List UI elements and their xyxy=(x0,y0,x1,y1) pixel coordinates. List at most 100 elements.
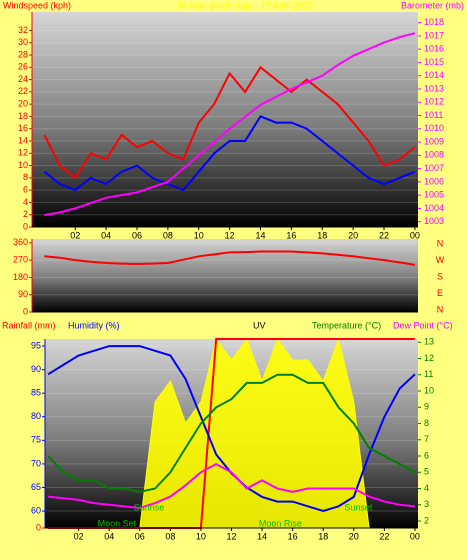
compass-label: N xyxy=(437,238,444,248)
axis-label: Humidity (%) xyxy=(68,320,120,330)
y2-axis-label: Barometer (mb) xyxy=(401,0,464,10)
y-tick-label: 2 xyxy=(23,209,28,219)
axis-label: Rainfall (mm) xyxy=(2,320,56,330)
y-tick-label: 24 xyxy=(18,74,28,84)
y-tick-label: 16 xyxy=(18,123,28,133)
y-tick-label: 8 xyxy=(23,172,28,182)
y-tick-label: 30 xyxy=(18,37,28,47)
y-tick-label: 0 xyxy=(23,306,28,316)
y2-tick-label: 12 xyxy=(424,353,434,363)
x-tick-label: 18 xyxy=(317,230,327,240)
series-line xyxy=(43,115,416,192)
y2-tick-label: 11 xyxy=(424,369,433,379)
x-tick-label: 04 xyxy=(104,531,114,541)
y2-tick-label: 1013 xyxy=(424,83,444,93)
x-tick-label: 22 xyxy=(379,230,389,240)
y-tick-label: 90 xyxy=(31,364,41,374)
y4-tick-label: 0 xyxy=(36,522,41,532)
x-tick-label: 02 xyxy=(74,531,84,541)
y2-tick-label: 1012 xyxy=(424,97,444,107)
x-tick-label: 12 xyxy=(225,230,235,240)
x-tick-label: 20 xyxy=(348,230,358,240)
y-tick-label: 0 xyxy=(23,221,28,231)
x-tick-label: 00 xyxy=(410,531,420,541)
y2-tick-label: 1009 xyxy=(424,136,444,146)
y-tick-label: 360 xyxy=(13,237,28,247)
y2-tick-label: 7 xyxy=(424,434,429,444)
y-tick-label: 90 xyxy=(18,289,28,299)
y-tick-label: 4 xyxy=(23,197,28,207)
x-tick-label: 04 xyxy=(101,230,111,240)
y2-tick-label: 8 xyxy=(424,418,429,428)
series-line xyxy=(44,32,416,217)
plot-area xyxy=(32,12,418,227)
compass-label: S xyxy=(437,271,443,281)
y2-tick-label: 5 xyxy=(424,467,429,477)
y2-tick-label: 6 xyxy=(424,450,429,460)
x-tick-label: 10 xyxy=(194,230,204,240)
axis-label: Temperature (°C) xyxy=(312,320,381,330)
chart-title: 24 hour graph data - 17 April 2016 xyxy=(177,0,314,10)
y2-tick-label: 1018 xyxy=(424,17,444,27)
x-tick-label: 02 xyxy=(70,230,80,240)
y2-tick-label: 1004 xyxy=(424,203,444,213)
compass-label: N xyxy=(437,304,444,314)
x-tick-label: 00 xyxy=(410,230,420,240)
x-tick-label: 20 xyxy=(349,531,359,541)
y-tick-label: 95 xyxy=(31,340,41,350)
plot-area xyxy=(32,239,418,312)
y-tick-label: 32 xyxy=(18,25,28,35)
axis-label: Dew Point (°C) xyxy=(393,320,453,330)
y-tick-label: 18 xyxy=(18,111,28,121)
y-tick-label: 85 xyxy=(31,388,41,398)
x-tick-label: 06 xyxy=(132,230,142,240)
y2-tick-label: 1007 xyxy=(424,163,444,173)
series-line xyxy=(44,250,416,266)
compass-label: W xyxy=(436,255,445,265)
y-tick-label: 14 xyxy=(18,135,28,145)
y2-tick-label: 13 xyxy=(424,337,434,347)
y-tick-label: 28 xyxy=(18,49,28,59)
y-tick-label: 70 xyxy=(31,458,41,468)
y2-tick-label: 1017 xyxy=(424,30,444,40)
x-tick-label: 16 xyxy=(288,531,298,541)
annotation: Moon Set xyxy=(98,518,137,528)
y-tick-label: 180 xyxy=(13,272,28,282)
x-tick-label: 16 xyxy=(286,230,296,240)
annotation: Sunrise xyxy=(134,502,165,512)
x-tick-label: 12 xyxy=(226,531,236,541)
x-tick-label: 18 xyxy=(318,531,328,541)
y2-tick-label: 3 xyxy=(424,499,429,509)
series-line xyxy=(47,462,416,510)
annotation: Sunset xyxy=(344,502,373,512)
y2-tick-label: 1010 xyxy=(424,123,444,133)
x-tick-label: 14 xyxy=(256,230,266,240)
y-tick-label: 75 xyxy=(31,435,41,445)
y-tick-label: 22 xyxy=(18,86,28,96)
x-tick-label: 22 xyxy=(379,531,389,541)
axis-label: UV xyxy=(253,320,266,330)
y2-tick-label: 1011 xyxy=(424,110,443,120)
compass-label: E xyxy=(437,288,443,298)
y2-tick-label: 1016 xyxy=(424,44,444,54)
x-tick-label: 08 xyxy=(163,230,173,240)
y-tick-label: 80 xyxy=(31,411,41,421)
x-tick-label: 08 xyxy=(165,531,175,541)
y-tick-label: 6 xyxy=(23,185,28,195)
y2-tick-label: 2 xyxy=(424,515,429,525)
y2-tick-label: 1008 xyxy=(424,150,444,160)
series-line xyxy=(43,65,416,180)
y-tick-label: 12 xyxy=(18,148,28,158)
y-tick-label: 65 xyxy=(31,482,41,492)
x-tick-label: 06 xyxy=(135,531,145,541)
y-tick-label: 26 xyxy=(18,62,28,72)
y2-tick-label: 1006 xyxy=(424,176,444,186)
y2-tick-label: 4 xyxy=(424,483,429,493)
y-tick-label: 270 xyxy=(13,255,28,265)
y-axis-label: Windspeed (kph) xyxy=(3,0,71,10)
y2-tick-label: 1003 xyxy=(424,216,444,226)
x-tick-label: 14 xyxy=(257,531,267,541)
y2-tick-label: 1014 xyxy=(424,70,444,80)
series-line xyxy=(47,373,416,493)
